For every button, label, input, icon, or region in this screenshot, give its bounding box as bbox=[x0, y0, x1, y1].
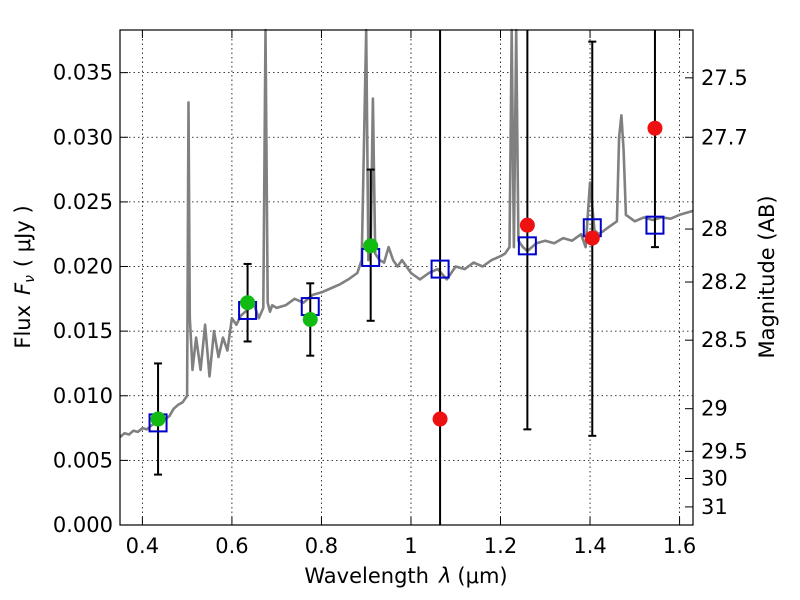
data-point-marker bbox=[647, 120, 663, 136]
y-axis-label: Flux bbox=[11, 305, 35, 349]
plot-frame bbox=[119, 29, 694, 526]
y-axis-ticks: 0.000 0.005 0.010 0.015 0.020 0.025 0.030 0.035 bbox=[53, 61, 128, 537]
model-square-marker bbox=[517, 236, 537, 256]
x-axis-ticks: 0.4 0.6 0.8 1 1.2 1.4 1.6 bbox=[126, 30, 696, 558]
x-tick-label: 0.4 bbox=[126, 534, 159, 558]
y2-axis-title: Magnitude (AB) bbox=[755, 195, 779, 358]
data-point-marker bbox=[240, 295, 256, 311]
x-tick-label: 0.6 bbox=[215, 534, 248, 558]
plot-background bbox=[120, 30, 693, 525]
y-tick-label: 0.000 bbox=[53, 513, 113, 537]
y-tick-label: 0.025 bbox=[53, 190, 113, 214]
y-axis-unit: ( μJy ) bbox=[11, 205, 35, 267]
model-squares bbox=[148, 215, 665, 433]
y-tick-label: 0.030 bbox=[53, 125, 113, 149]
y2-tick-label: 31 bbox=[701, 495, 728, 519]
data-point-marker bbox=[519, 217, 535, 233]
x-tick-label: 0.8 bbox=[305, 534, 338, 558]
data-point-marker bbox=[363, 238, 379, 254]
data-points bbox=[150, 120, 663, 427]
data-point-marker bbox=[584, 230, 600, 246]
x-tick-label: 1.4 bbox=[573, 534, 606, 558]
model-square-marker bbox=[430, 259, 450, 279]
y2-tick-label: 28.2 bbox=[701, 270, 748, 294]
data-point-marker bbox=[302, 312, 318, 328]
x-tick-label: 1 bbox=[404, 534, 417, 558]
data-point-marker bbox=[432, 411, 448, 427]
x-axis-title: Wavelength λ (μm) bbox=[304, 564, 507, 588]
spectrum-layer bbox=[119, 28, 694, 439]
y2-tick-label: 27.5 bbox=[701, 66, 748, 90]
model-square-marker bbox=[645, 215, 665, 235]
spectrum-line bbox=[119, 28, 694, 439]
x-axis-symbol: λ bbox=[438, 564, 451, 588]
y2-axis-ticks: 27.5 27.7 28 28.2 28.5 29 29.5 30 31 bbox=[685, 66, 748, 519]
y2-tick-label: 27.7 bbox=[701, 125, 748, 149]
y2-tick-label: 28.5 bbox=[701, 328, 748, 352]
y-axis-symbol: F bbox=[11, 282, 35, 295]
y-tick-label: 0.020 bbox=[53, 255, 113, 279]
y2-tick-label: 30 bbox=[701, 466, 728, 490]
data-point-marker bbox=[150, 411, 166, 427]
y-axis-title: Flux Fν ( μJy ) bbox=[11, 205, 38, 348]
y2-tick-label: 29.5 bbox=[701, 439, 748, 463]
y-tick-label: 0.035 bbox=[53, 61, 113, 85]
x-axis-label: Wavelength bbox=[304, 564, 429, 588]
y-tick-label: 0.010 bbox=[53, 384, 113, 408]
y-axis-subscript: ν bbox=[22, 275, 38, 283]
y2-tick-label: 29 bbox=[701, 397, 728, 421]
y2-tick-label: 28 bbox=[701, 217, 728, 241]
y-tick-label: 0.015 bbox=[53, 319, 113, 343]
x-tick-label: 1.6 bbox=[663, 534, 696, 558]
y-tick-label: 0.005 bbox=[53, 448, 113, 472]
x-axis-unit: (μm) bbox=[457, 564, 507, 588]
x-tick-label: 1.2 bbox=[484, 534, 517, 558]
